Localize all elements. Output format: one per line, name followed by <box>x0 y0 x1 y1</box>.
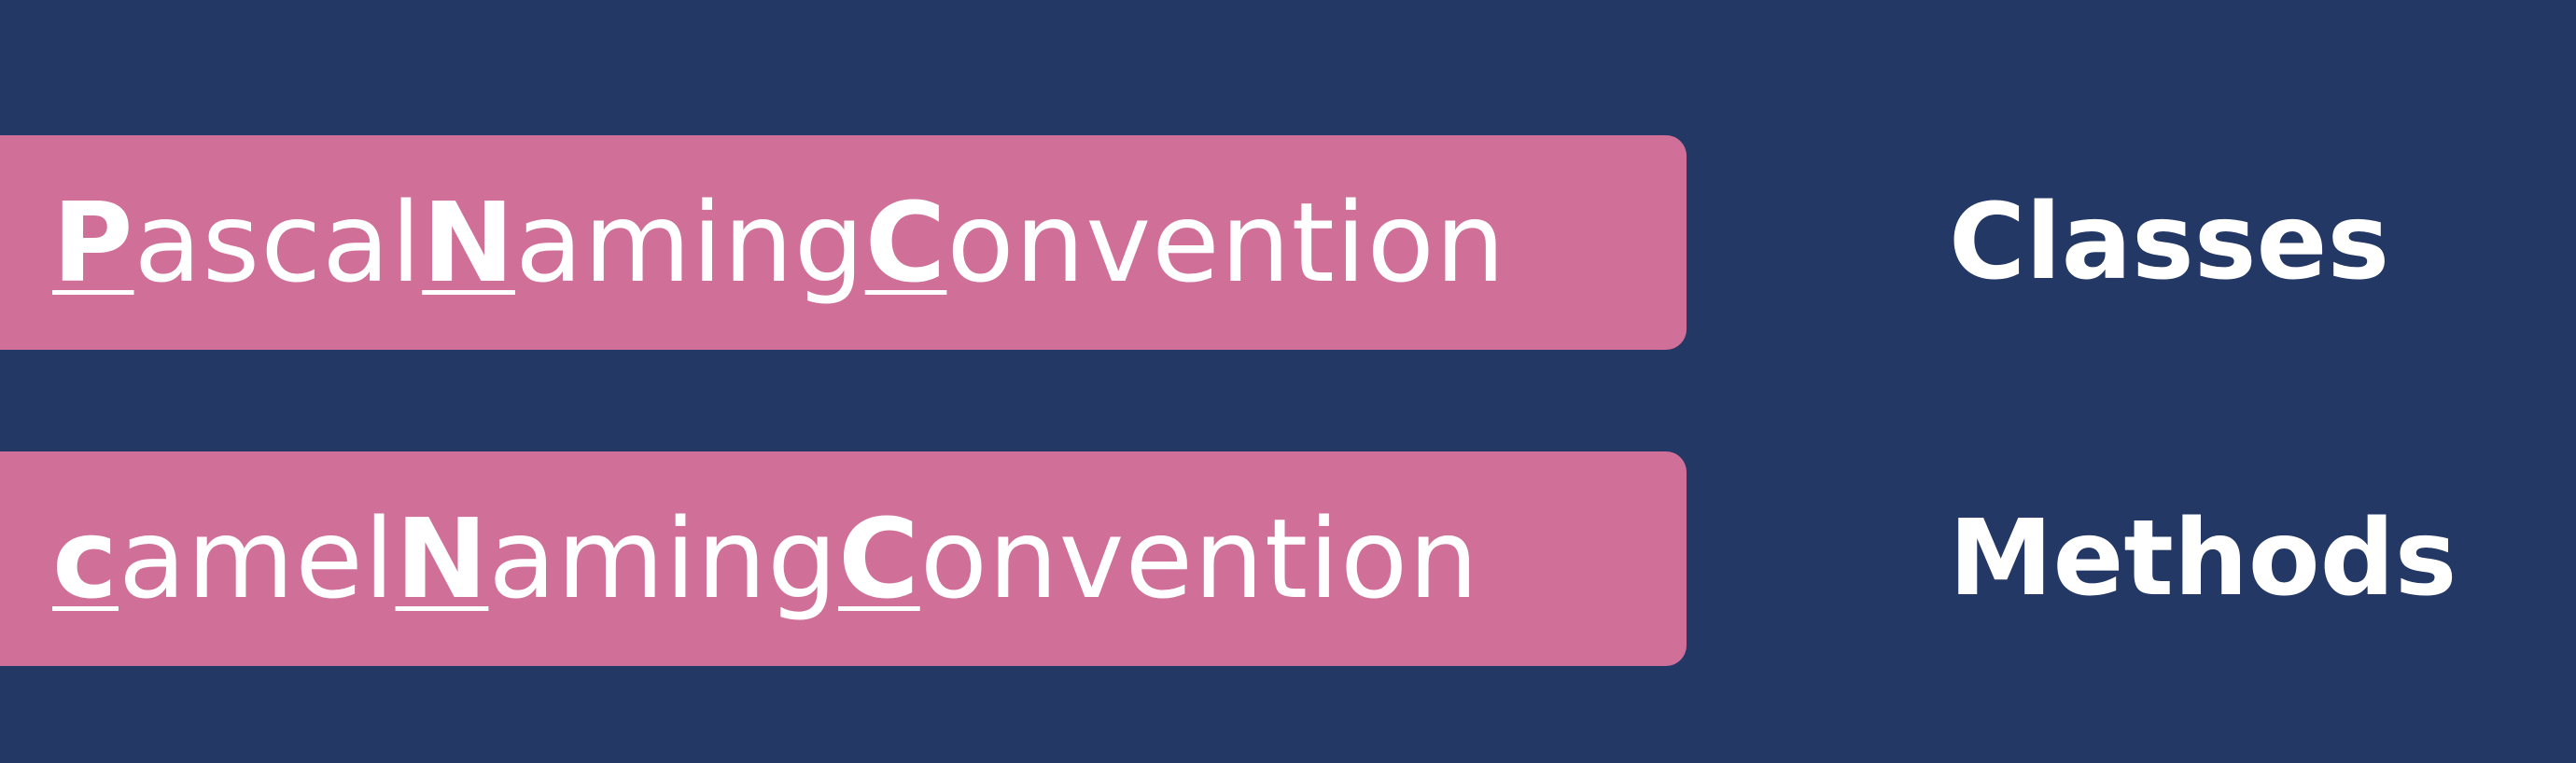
highlight-letter: C <box>838 494 920 623</box>
word-part: onvention <box>919 494 1479 623</box>
word-part: amel <box>118 494 396 623</box>
highlight-letter: N <box>422 178 516 307</box>
highlight-letter: N <box>395 494 489 623</box>
word-part: aming <box>488 494 839 623</box>
highlight-letter: c <box>52 494 119 623</box>
pascal-case-bar: PascalNamingConvention <box>0 135 1687 350</box>
word-part: aming <box>515 178 865 307</box>
word-part: onvention <box>946 178 1506 307</box>
pascal-case-text: PascalNamingConvention <box>52 135 1506 350</box>
camel-case-text: camelNamingConvention <box>52 451 1479 666</box>
highlight-letter: P <box>52 178 134 307</box>
classes-label: Classes <box>1949 182 2390 303</box>
word-part: ascal <box>133 178 423 307</box>
methods-label: Methods <box>1949 498 2457 619</box>
highlight-letter: C <box>864 178 947 307</box>
camel-case-bar: camelNamingConvention <box>0 451 1687 666</box>
